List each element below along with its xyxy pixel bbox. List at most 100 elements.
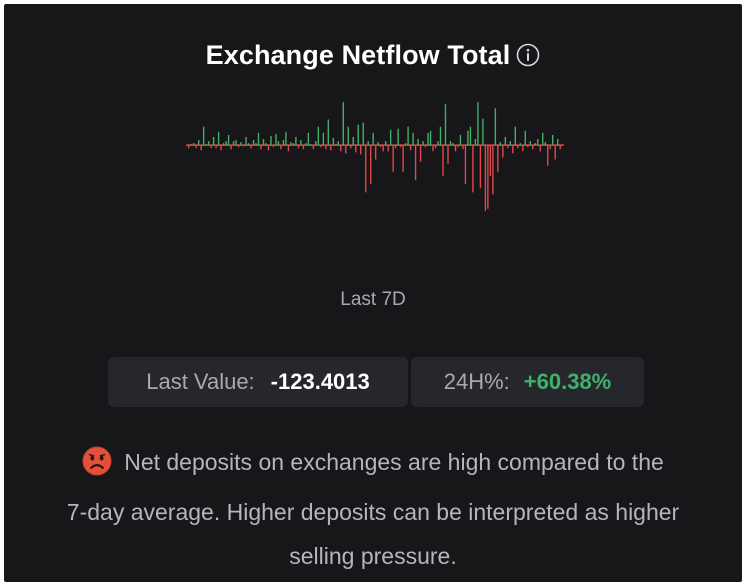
netflow-bar	[250, 145, 252, 149]
netflow-bar	[397, 128, 399, 146]
netflow-bar	[240, 142, 242, 146]
netflow-bar	[379, 145, 382, 148]
netflow-bar	[365, 145, 367, 193]
change-24h-label: 24H%:	[443, 369, 510, 394]
sentiment-message: Net deposits on exchanges are high compa…	[0, 440, 746, 578]
netflow-bar	[392, 145, 394, 172]
netflow-bar	[539, 145, 541, 152]
netflow-bar	[247, 143, 250, 146]
last-value-label: Last Value:	[146, 369, 255, 394]
netflow-bar	[529, 141, 531, 146]
netflow-bar	[192, 143, 195, 146]
netflow-bar	[449, 141, 452, 146]
netflow-bar	[215, 145, 217, 149]
netflow-bar	[532, 145, 534, 150]
netflow-bar	[494, 108, 497, 146]
netflow-bar	[245, 136, 247, 146]
netflow-bar	[295, 136, 297, 146]
netflow-bar	[372, 132, 374, 146]
netflow-bar	[497, 145, 499, 172]
netflow-bar	[512, 145, 514, 154]
netflow-bar	[305, 143, 307, 146]
netflow-bar	[434, 145, 437, 149]
netflow-bar	[242, 145, 245, 147]
netflow-bar	[514, 126, 516, 146]
netflow-bar	[407, 126, 409, 146]
netflow-bar	[340, 145, 342, 152]
netflow-bar	[417, 139, 419, 146]
netflow-bar	[454, 145, 457, 152]
netflow-bar	[524, 130, 526, 146]
netflow-bar	[552, 134, 554, 146]
netflow-bar	[472, 145, 474, 193]
netflow-bar	[419, 145, 422, 162]
netflow-bar	[394, 145, 397, 149]
netflow-bar	[210, 145, 212, 149]
netflow-bar	[557, 139, 559, 146]
netflow-bar	[467, 130, 469, 146]
netflow-bar	[285, 131, 287, 146]
netflow-bar	[402, 145, 404, 172]
netflow-bar	[200, 145, 202, 151]
netflow-bar	[384, 141, 387, 146]
netflow-bar	[362, 122, 364, 146]
netflow-bar	[404, 143, 407, 146]
netflow-bar	[482, 118, 484, 146]
netflow-bar	[225, 141, 227, 146]
netflow-bar	[332, 137, 334, 146]
netflow-bar	[330, 145, 332, 151]
netflow-bar	[517, 145, 519, 149]
netflow-bar	[375, 145, 377, 160]
netflow-bar	[190, 144, 192, 146]
netflow-bar	[232, 141, 235, 146]
netflow-bar	[409, 145, 412, 151]
netflow-bar	[549, 145, 551, 150]
netflow-bar	[542, 132, 544, 146]
netflow-bar	[492, 145, 494, 195]
netflow-bar	[220, 145, 222, 151]
message-text-3: selling pressure.	[289, 543, 457, 569]
netflow-bar	[262, 139, 265, 146]
title-row: Exchange Netflow Total	[0, 40, 746, 74]
netflow-bar	[477, 102, 479, 146]
last-value-box: Last Value: -123.4013	[108, 357, 408, 407]
netflow-bar	[424, 145, 427, 148]
message-text-2: 7-day average. Higher deposits can be in…	[66, 499, 680, 525]
info-circle-icon[interactable]	[516, 43, 540, 74]
netflow-bar	[387, 145, 389, 152]
netflow-bar	[527, 145, 529, 148]
change-24h-box: 24H%: +60.38%	[411, 357, 644, 407]
netflow-bar	[355, 145, 357, 153]
netflow-bar	[389, 129, 392, 146]
netflow-bar	[509, 141, 512, 146]
netflow-bar	[207, 141, 210, 146]
netflow-bar	[345, 145, 347, 154]
netflow-bar	[544, 142, 546, 146]
netflow-bar	[507, 145, 509, 149]
netflow-bar	[335, 144, 337, 146]
netflow-bar	[559, 145, 561, 150]
netflow-bar	[297, 145, 300, 149]
netflow-bar	[252, 140, 255, 146]
netflow-bar	[272, 145, 275, 148]
netflow-bar	[222, 143, 225, 146]
netflow-bar	[337, 141, 339, 146]
netflow-bar	[554, 145, 556, 160]
netflow-bar-chart	[186, 102, 564, 211]
netflow-bar	[237, 145, 240, 148]
netflow-bar	[422, 141, 424, 146]
netflow-bar	[290, 142, 292, 146]
netflow-bar	[280, 145, 282, 150]
netflow-bar	[367, 141, 369, 146]
netflow-bar	[260, 145, 262, 150]
netflow-bar	[327, 119, 329, 146]
netflow-bar	[489, 145, 492, 176]
netflow-bar	[547, 145, 549, 166]
netflow-bar	[230, 145, 232, 150]
netflow-bar	[459, 134, 462, 146]
netflow-bar	[479, 145, 482, 189]
netflow-bar	[275, 133, 277, 146]
netflow-bar	[188, 145, 190, 149]
netflow-bar	[432, 145, 434, 152]
netflow-bar	[265, 143, 267, 146]
